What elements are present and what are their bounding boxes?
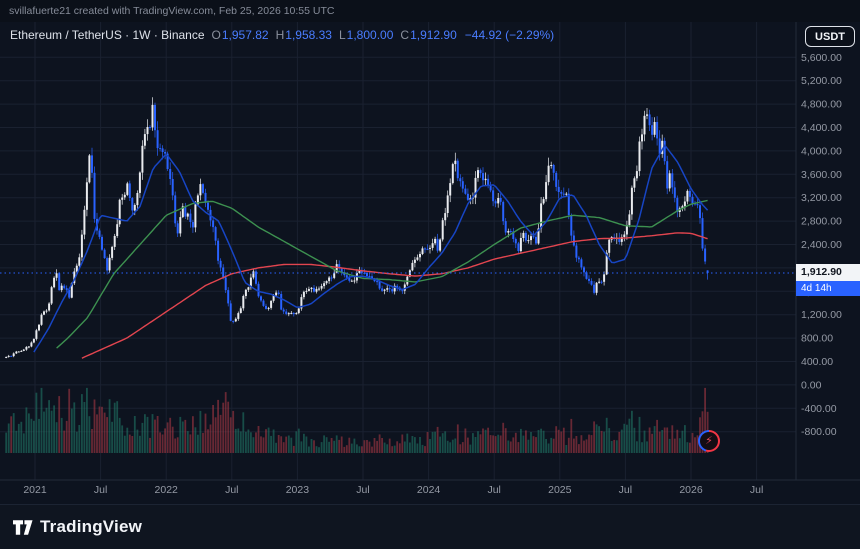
symbol-title: Ethereum / TetherUS · 1W · Binance <box>10 28 205 42</box>
svg-text:5,200.00: 5,200.00 <box>801 75 842 87</box>
svg-text:2022: 2022 <box>155 484 179 496</box>
tradingview-logo[interactable]: TradingView <box>13 517 142 537</box>
ma-mid-line <box>56 199 708 349</box>
svg-text:Jul: Jul <box>487 484 500 496</box>
volume-series <box>5 387 709 453</box>
svg-text:4,000.00: 4,000.00 <box>801 145 842 157</box>
svg-text:Jul: Jul <box>619 484 632 496</box>
candle-series <box>5 97 709 359</box>
ohlc-h-value: 1,958.33 <box>285 28 332 42</box>
tradingview-flash-badge: ⚡ <box>698 430 720 452</box>
chart-region: 5,600.00 5,200.00 4,800.00 4,400.00 4,000.00… <box>0 22 860 504</box>
ohlc-l-value: 1,800.00 <box>346 28 394 42</box>
svg-text:2024: 2024 <box>417 484 441 496</box>
svg-text:5,600.00: 5,600.00 <box>801 52 842 64</box>
attribution-bar: svillafuerte21 created with TradingView.… <box>0 0 860 22</box>
svg-text:Jul: Jul <box>750 484 763 496</box>
ohlc-c-value: 1,912.90 <box>410 28 457 42</box>
ma-slow-line <box>81 232 708 359</box>
svg-text:2,800.00: 2,800.00 <box>801 216 842 228</box>
svg-text:-800.00: -800.00 <box>801 426 837 438</box>
attribution-text: svillafuerte21 created with TradingView.… <box>9 5 335 17</box>
ohlc-l-label: L <box>338 28 346 42</box>
ohlc-o-label: O <box>211 28 221 42</box>
brand-name: TradingView <box>40 517 143 536</box>
svg-text:Jul: Jul <box>356 484 369 496</box>
svg-text:Jul: Jul <box>225 484 238 496</box>
svg-text:2,400.00: 2,400.00 <box>801 239 842 251</box>
axes: 5,600.00 5,200.00 4,800.00 4,400.00 4,000.00… <box>0 22 860 496</box>
svg-text:400.00: 400.00 <box>801 356 833 368</box>
ma-fast-line <box>33 144 709 353</box>
svg-text:4,400.00: 4,400.00 <box>801 122 842 134</box>
svg-text:3,600.00: 3,600.00 <box>801 169 842 181</box>
svg-text:2026: 2026 <box>679 484 703 496</box>
chart-legend: Ethereum / TetherUS · 1W · Binance O1,957… <box>10 28 554 42</box>
ohlc-c-label: C <box>400 28 410 42</box>
ohlc-h-label: H <box>275 28 285 42</box>
svg-text:-400.00: -400.00 <box>801 403 837 415</box>
currency-toggle-button[interactable]: USDT <box>805 26 855 47</box>
ohlc-o-value: 1,957.82 <box>221 28 269 42</box>
svg-text:1,200.00: 1,200.00 <box>801 309 842 321</box>
svg-text:3,200.00: 3,200.00 <box>801 192 842 204</box>
svg-text:4,800.00: 4,800.00 <box>801 99 842 111</box>
change-value: −44.92 (−2.29%) <box>464 28 555 42</box>
last-price-badge: 1,912.90 <box>796 264 860 282</box>
lightning-icon: ⚡ <box>700 432 718 450</box>
countdown-badge: 4d 14h <box>796 281 860 297</box>
grid <box>0 22 796 480</box>
svg-text:Jul: Jul <box>94 484 107 496</box>
svg-text:800.00: 800.00 <box>801 333 833 345</box>
svg-text:2025: 2025 <box>548 484 572 496</box>
price-chart[interactable]: 5,600.00 5,200.00 4,800.00 4,400.00 4,000.00… <box>0 22 860 504</box>
footer-bar: TradingView <box>0 504 860 549</box>
svg-text:0.00: 0.00 <box>801 379 822 391</box>
svg-text:2021: 2021 <box>23 484 47 496</box>
svg-text:2023: 2023 <box>286 484 310 496</box>
moving-averages <box>33 144 709 359</box>
tradingview-logo-icon <box>13 519 33 535</box>
